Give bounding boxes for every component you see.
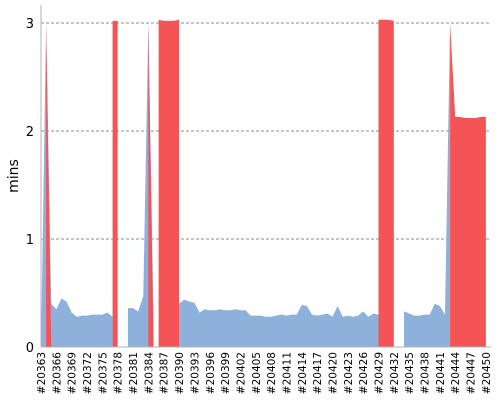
x-tick-label: #20405 xyxy=(251,352,263,394)
y-tick-labels: 0 1 2 3 xyxy=(26,17,34,356)
y-tick-label: 1 xyxy=(26,233,34,248)
x-tick-label: #20426 xyxy=(358,352,370,395)
x-tick-label: #20402 xyxy=(235,352,247,394)
x-tick-label: #20369 xyxy=(67,352,79,394)
normal-build-area xyxy=(179,299,379,347)
x-tick-label: #20372 xyxy=(82,352,94,394)
x-tick-label: #20363 xyxy=(36,352,48,394)
failed-build-area xyxy=(158,19,180,347)
series-areas xyxy=(41,19,486,348)
normal-build-area xyxy=(41,23,113,347)
x-tick-label: #20390 xyxy=(174,352,186,394)
x-tick-label: #20435 xyxy=(404,352,416,394)
failed-build-area xyxy=(112,20,118,348)
x-tick-label: #20432 xyxy=(389,352,401,394)
x-tick-label: #20384 xyxy=(143,352,155,395)
x-tick-label: #20396 xyxy=(205,352,217,395)
x-tick-label: #20423 xyxy=(343,352,355,394)
x-tick-label: #20444 xyxy=(450,352,462,395)
x-tick-label: #20381 xyxy=(128,352,140,394)
x-tick-label: #20411 xyxy=(281,352,293,394)
grid-lines xyxy=(41,22,491,240)
failed-build-area xyxy=(450,23,486,347)
y-tick-label: 2 xyxy=(26,125,34,140)
x-tick-label: #20441 xyxy=(435,352,447,394)
x-tick-labels: #20363 #20366 #20369 #20372 #20375 #20378 #203… xyxy=(36,352,493,395)
normal-build-area xyxy=(404,23,451,347)
x-tick-label: #20447 xyxy=(466,352,478,394)
x-tick-label: #20393 xyxy=(189,352,201,394)
x-tick-label: #20429 xyxy=(374,352,386,394)
normal-build-area xyxy=(127,23,154,347)
x-tick-label: #20450 xyxy=(481,352,493,394)
x-tick-label: #20420 xyxy=(327,352,339,394)
y-tick-label: 3 xyxy=(26,17,34,32)
x-tick-label: #20414 xyxy=(297,352,309,395)
failed-build-area xyxy=(148,23,154,347)
axes xyxy=(40,5,491,348)
x-tick-label: #20408 xyxy=(266,352,278,394)
failed-build-area xyxy=(378,19,394,347)
x-tick-label: #20417 xyxy=(312,352,324,394)
x-tick-label: #20378 xyxy=(113,352,125,394)
failed-build-area xyxy=(46,23,52,347)
x-tick-label: #20375 xyxy=(97,352,109,394)
x-tick-label: #20438 xyxy=(420,352,432,394)
y-axis-label: mins xyxy=(6,159,22,193)
x-tick-label: #20399 xyxy=(220,352,232,394)
x-tick-label: #20387 xyxy=(159,352,171,394)
y-tick-label: 0 xyxy=(26,341,34,356)
x-tick-label: #20366 xyxy=(51,352,63,395)
